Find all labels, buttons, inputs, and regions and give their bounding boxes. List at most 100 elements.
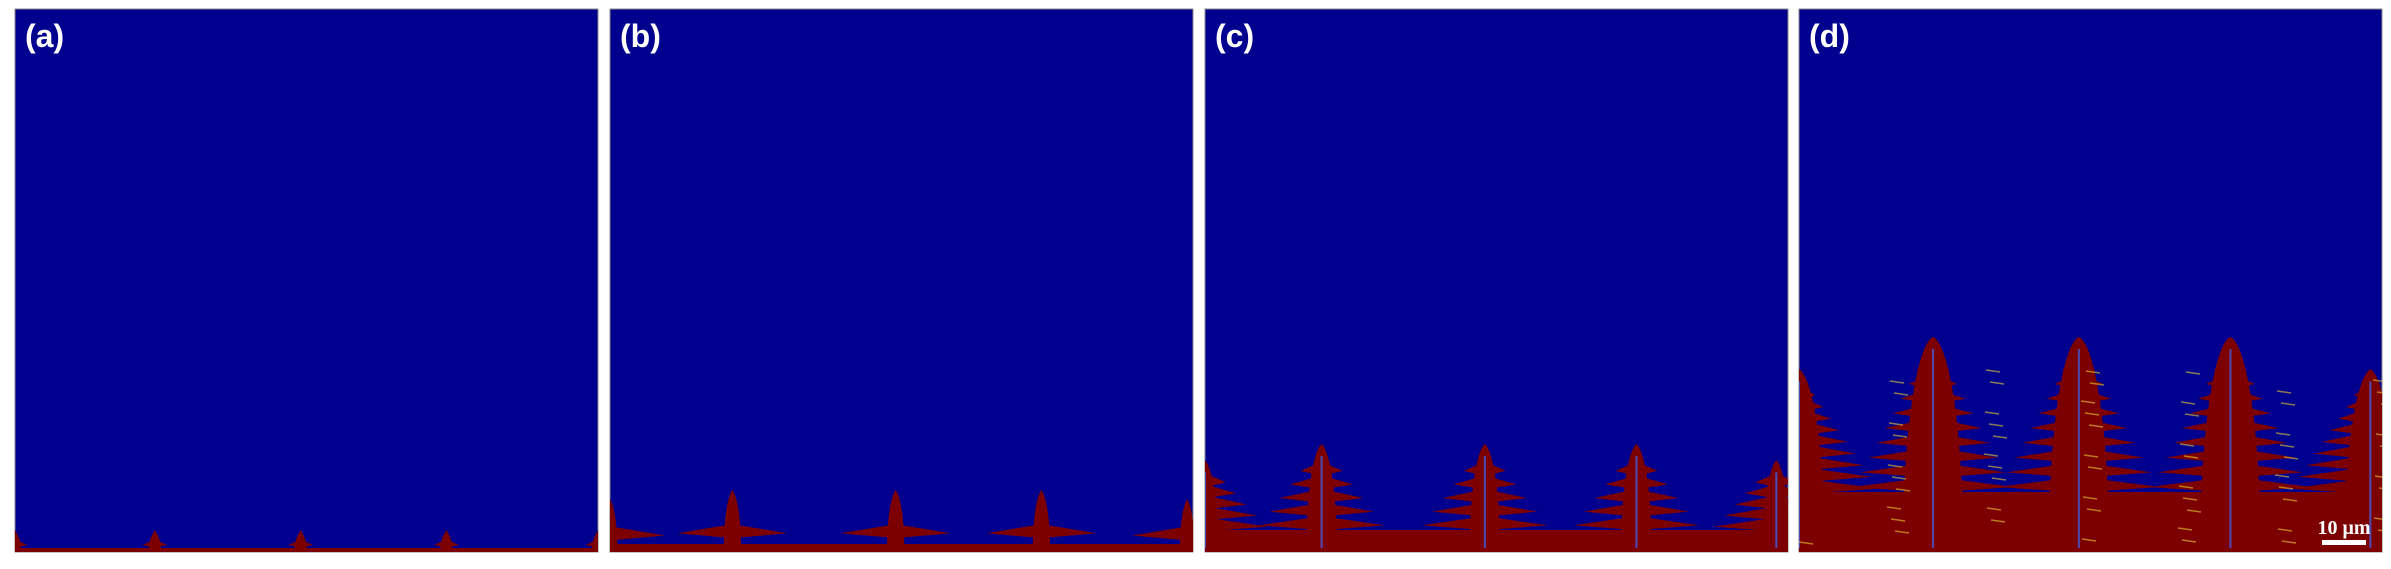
interdendritic-streak: [2373, 517, 2382, 520]
side-arm: [2230, 461, 2304, 478]
panel-background: [1204, 8, 1789, 553]
dendrites: [1205, 444, 1788, 552]
side-arm: [1713, 517, 1777, 532]
side-arm: [2329, 419, 2371, 436]
side-arm: [1636, 488, 1679, 503]
dendrites: [15, 530, 598, 552]
side-arm: [1205, 517, 1268, 532]
side-arm: [1258, 516, 1322, 531]
side-arm: [1734, 495, 1777, 510]
side-arm: [1636, 461, 1658, 476]
interdendritic-streak: [2279, 444, 2295, 448]
interdendritic-streak: [2177, 527, 2193, 531]
side-arm: [288, 539, 301, 548]
side-arm: [1615, 461, 1637, 476]
side-arm: [2078, 358, 2096, 375]
side-arm: [1933, 403, 1974, 420]
side-arm: [986, 524, 1042, 539]
side-arm: [2157, 461, 2231, 478]
side-arm: [1583, 502, 1637, 517]
side-arm: [2354, 384, 2371, 401]
side-arm: [1799, 478, 1880, 495]
side-arm: [1205, 495, 1247, 510]
side-arm: [2289, 478, 2371, 495]
side-arm: [2230, 447, 2296, 464]
side-arm: [2230, 417, 2280, 434]
interdendritic-streak: [2281, 540, 2297, 544]
side-arm: [1321, 516, 1385, 531]
interdendritic-streak: [2280, 402, 2296, 406]
interdendritic-streak: [2375, 433, 2382, 436]
side-arm: [2078, 373, 2104, 390]
side-arm: [2297, 466, 2371, 483]
side-arm: [1432, 502, 1485, 517]
side-arm: [1799, 396, 1824, 413]
side-arm: [2321, 431, 2371, 448]
interdendritic-streak: [2276, 390, 2292, 394]
side-arm: [1723, 506, 1777, 521]
side-arm: [2078, 417, 2128, 434]
panel-label: (a): [25, 18, 64, 54]
side-arm: [1755, 473, 1777, 488]
side-arm: [1852, 476, 1934, 493]
interdendritic-streak: [1894, 530, 1910, 534]
side-arm: [2005, 461, 2079, 478]
side-arm: [1892, 403, 1934, 420]
side-arm: [2370, 384, 2382, 401]
side-arm: [2370, 408, 2382, 425]
side-arm: [1453, 475, 1485, 490]
side-arm: [1321, 502, 1375, 517]
side-arm: [1860, 461, 1934, 478]
interdendritic-streak: [1989, 381, 2005, 385]
interdendritic-streak: [1991, 477, 2007, 481]
panel-label: (c): [1215, 18, 1254, 54]
interdendritic-streak: [1984, 411, 2000, 415]
side-arm: [1279, 488, 1322, 503]
side-arm: [2313, 443, 2371, 460]
side-arm: [1321, 461, 1343, 476]
interdendritic-streak: [2184, 413, 2200, 417]
side-arm: [300, 539, 314, 548]
side-arm: [1868, 447, 1934, 464]
interdendritic-streak: [2089, 382, 2105, 386]
side-arm: [1884, 417, 1934, 434]
interdendritic-streak: [2278, 486, 2294, 490]
side-arm: [1933, 432, 1990, 449]
side-arm: [2173, 432, 2231, 449]
panel: (b): [609, 8, 1194, 553]
side-arm: [1799, 419, 1840, 436]
interdendritic-streak: [2083, 454, 2099, 458]
interdendritic-streak: [2087, 466, 2103, 470]
panel-label: (b): [620, 18, 661, 54]
interdendritic-streak: [1886, 506, 1902, 510]
interdendritic-streak: [2080, 400, 2096, 404]
interdendritic-streak: [2084, 412, 2100, 416]
side-arm: [1933, 447, 1998, 464]
side-arm: [732, 524, 788, 539]
side-arm: [2038, 403, 2079, 420]
side-arm: [1876, 432, 1934, 449]
interdendritic-streak: [1799, 541, 1814, 545]
side-arm: [2022, 432, 2079, 449]
interdendritic-streak: [1983, 453, 1999, 457]
interdendritic-streak: [2086, 508, 2102, 512]
side-arm: [1997, 476, 2079, 493]
side-arm: [1636, 502, 1689, 517]
side-arm: [1321, 475, 1354, 490]
side-arm: [2214, 358, 2231, 375]
interdendritic-streak: [1889, 380, 1905, 384]
side-arm: [2030, 417, 2079, 434]
interdendritic-streak: [2372, 379, 2382, 383]
side-arm: [1908, 373, 1934, 390]
side-arm: [2046, 388, 2079, 405]
side-arm: [1484, 461, 1506, 476]
side-arm: [1776, 506, 1788, 521]
interdendritic-streak: [1891, 476, 1907, 480]
interdendritic-streak: [2275, 432, 2291, 436]
side-arm: [1636, 516, 1700, 531]
side-arm: [2078, 403, 2120, 420]
interdendritic-streak: [1887, 464, 1903, 468]
side-arm: [2014, 447, 2079, 464]
interdendritic-streak: [2186, 509, 2202, 513]
side-arm: [610, 526, 665, 541]
